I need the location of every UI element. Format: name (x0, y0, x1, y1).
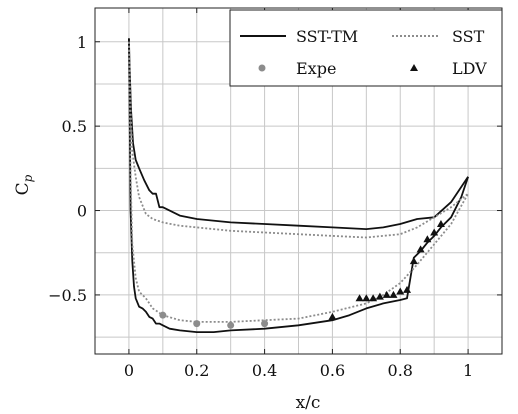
x-tick-label: 0.8 (388, 361, 413, 380)
series-line-sst-2 (128, 41, 469, 323)
legend-marker-ldv (410, 64, 418, 71)
y-tick-label: 0.5 (62, 117, 87, 136)
y-axis-label-subscript: p (21, 174, 35, 182)
point-ldv (355, 294, 364, 302)
point-ldv (362, 294, 371, 302)
legend-label-sst-tm: SST-TM (296, 27, 358, 46)
point-ldv (389, 290, 398, 298)
series-line-sst-tm-1 (128, 38, 469, 231)
point-expe (159, 311, 167, 319)
point-expe (261, 320, 269, 328)
point-ldv (369, 294, 378, 302)
x-tick-label: 1 (463, 361, 473, 380)
point-ldv (436, 220, 445, 228)
point-ldv (416, 245, 425, 253)
y-axis-label-main: C (13, 182, 33, 195)
legend-marker-expe (258, 64, 266, 72)
point-ldv (328, 312, 337, 320)
ticks: 0 0.2 0.4 0.6 0.8 1 1 0.5 0 −0.5 (48, 8, 502, 380)
point-ldv (382, 290, 391, 298)
legend-label-expe: Expe (296, 59, 336, 78)
legend-box (229, 9, 503, 87)
x-axis-label: x/c (296, 393, 321, 413)
point-ldv (403, 285, 412, 293)
point-expe (193, 320, 201, 328)
x-tick-label: 0.4 (252, 361, 277, 380)
x-tick-label: 0.6 (320, 361, 345, 380)
series-line-sst-1 (128, 41, 469, 239)
point-ldv (375, 292, 384, 300)
legend: SST-TM SST Expe LDV (229, 9, 503, 87)
point-ldv (409, 257, 418, 265)
y-tick-label: 1 (77, 33, 87, 52)
legend-label-ldv: LDV (452, 59, 487, 78)
point-ldv (423, 235, 432, 243)
y-tick-label: −0.5 (48, 286, 87, 305)
plot-frame (94, 7, 503, 355)
x-tick-label: 0.2 (184, 361, 209, 380)
series-layer (128, 38, 469, 334)
point-ldv (396, 287, 405, 295)
y-axis-label: Cp (13, 174, 35, 195)
legend-label-sst: SST (452, 27, 485, 46)
y-tick-label: 0 (77, 202, 87, 221)
point-expe (227, 321, 235, 329)
x-tick-label: 0 (124, 361, 134, 380)
point-ldv (430, 228, 439, 236)
